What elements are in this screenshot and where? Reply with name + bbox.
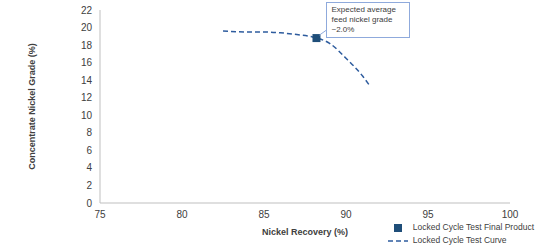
svg-text:95: 95 <box>422 209 434 220</box>
html-text:Locked Cycle Test Final Produc: Locked Cycle Test Final Product <box>412 222 534 232</box>
svg-text:0: 0 <box>86 198 92 209</box>
svg-text:2: 2 <box>86 180 92 191</box>
svg-text:12: 12 <box>81 92 93 103</box>
svg-text:Nickel Recovery (%): Nickel Recovery (%) <box>262 227 348 237</box>
svg-text:80: 80 <box>176 209 188 220</box>
svg-text:4: 4 <box>86 162 92 173</box>
svg-text:8: 8 <box>86 127 92 138</box>
svg-text:75: 75 <box>94 209 106 220</box>
svg-text:14: 14 <box>81 75 93 86</box>
svg-text:16: 16 <box>81 57 93 68</box>
html-text:Expected average feed nickel g: Expected average feed nickel grade ~2.0% <box>331 5 396 35</box>
svg-text:18: 18 <box>81 40 93 51</box>
svg-text:20: 20 <box>81 22 93 33</box>
svg-text:85: 85 <box>258 209 270 220</box>
svg-text:100: 100 <box>502 209 519 220</box>
svg-text:6: 6 <box>86 145 92 156</box>
html-text:Locked Cycle Test Curve: Locked Cycle Test Curve <box>412 235 507 245</box>
svg-text:22: 22 <box>81 5 93 16</box>
svg-text:10: 10 <box>81 110 93 121</box>
svg-text:90: 90 <box>340 209 352 220</box>
svg-text:Concentrate Nickel Grade (%): Concentrate Nickel Grade (%) <box>27 43 37 170</box>
